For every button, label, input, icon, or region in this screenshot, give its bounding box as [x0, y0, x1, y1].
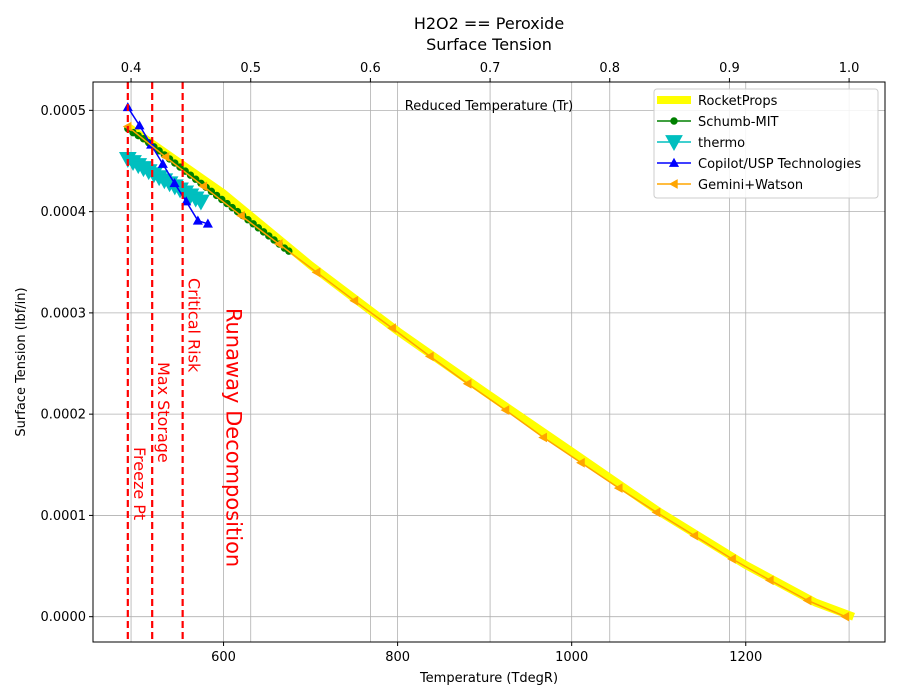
x-tick-label: 800: [385, 650, 410, 665]
y-tick-label: 0.0001: [41, 509, 87, 524]
reference-line-label: Max Storage: [154, 362, 173, 463]
legend-label: thermo: [698, 136, 745, 151]
reference-line-label: Critical Risk: [185, 278, 204, 373]
data-point: [192, 194, 210, 211]
y-tick-label: 0.0004: [41, 205, 87, 220]
legend-swatch-marker: [665, 135, 683, 152]
reference-lines: Freeze Pt Max Storage Critical Risk: [126, 82, 204, 642]
data-point: [462, 378, 472, 389]
y-axis-ticks: 0.0000 0.0001 0.0002 0.0003 0.0004 0.0005: [41, 104, 93, 625]
data-point: [160, 152, 170, 162]
chart-title: H2O2 == Peroxide: [414, 14, 564, 33]
annotations: Runaway Decomposition: [222, 308, 246, 567]
x-tick-label: 1000: [555, 650, 588, 665]
y-tick-label: 0.0003: [41, 306, 87, 321]
x-axis-ticks: 600 800 1000 1200: [211, 642, 762, 665]
data-point: [727, 554, 736, 564]
data-point: [387, 323, 396, 333]
data-point: [202, 218, 213, 228]
series-rocketprops: [125, 123, 855, 621]
top-tick-label: 0.7: [480, 61, 501, 76]
data-point: [840, 611, 850, 622]
legend-label: Copilot/USP Technologies: [698, 157, 861, 172]
y-tick-label: 0.0000: [41, 610, 87, 625]
plot-frame: [92, 81, 886, 643]
grid-lines: [93, 82, 885, 642]
x-axis-label: Temperature (TdegR): [419, 671, 558, 686]
legend-label: Gemini+Watson: [698, 178, 803, 193]
chart-subtitle: Surface Tension: [426, 35, 552, 54]
series-line: [125, 123, 855, 621]
legend-swatch-marker: [668, 157, 680, 167]
top-tick-label: 1.0: [839, 61, 860, 76]
runaway-annotation: Runaway Decomposition: [222, 308, 246, 567]
legend-entry: Schumb-MIT: [657, 115, 779, 130]
data-point: [613, 483, 623, 493]
data-point: [273, 239, 283, 249]
top-tick-label: 0.6: [360, 61, 381, 76]
data-point: [764, 575, 774, 586]
legend-entry: RocketProps: [657, 94, 778, 109]
data-point: [576, 457, 585, 468]
top-tick-label: 0.4: [121, 61, 142, 76]
x-tick-label: 1200: [729, 650, 762, 665]
data-point: [651, 507, 661, 518]
data-point: [169, 178, 180, 188]
legend-label: RocketProps: [698, 94, 778, 109]
data-point: [236, 210, 245, 221]
top-tick-label: 0.8: [599, 61, 620, 76]
data-point: [689, 530, 699, 541]
data-point: [538, 432, 548, 443]
data-point: [424, 351, 434, 362]
top-axis-label: Reduced Temperature (Tr): [405, 99, 573, 114]
series-layer: [118, 102, 855, 622]
data-point: [192, 215, 203, 225]
y-tick-label: 0.0002: [41, 408, 87, 423]
series-gemini-watson: [122, 121, 850, 622]
x-tick-label: 600: [211, 650, 236, 665]
data-point: [181, 196, 192, 206]
top-tick-label: 0.9: [719, 61, 740, 76]
top-tick-label: 0.5: [240, 61, 261, 76]
legend-entry: Gemini+Watson: [657, 178, 803, 193]
data-point: [198, 181, 208, 192]
reference-line-label: Freeze Pt: [130, 447, 149, 520]
legend-entry: thermo: [657, 135, 745, 152]
y-tick-label: 0.0005: [41, 104, 87, 119]
legend-swatch-marker: [670, 117, 678, 125]
top-axis-ticks: 0.4 0.5 0.6 0.7 0.8 0.9 1.0: [121, 61, 860, 82]
data-point: [311, 267, 321, 278]
legend: RocketProps Schumb-MIT thermo Copilot/USP T…: [653, 88, 879, 199]
data-point: [500, 405, 510, 415]
legend-swatch-marker: [668, 179, 678, 189]
data-point: [349, 295, 359, 306]
legend-label: Schumb-MIT: [698, 115, 779, 130]
y-axis-label: Surface Tension (lbf/in): [14, 287, 29, 436]
data-point: [802, 595, 812, 606]
legend-box: [653, 88, 879, 199]
legend-entry: Copilot/USP Technologies: [657, 157, 861, 172]
data-point: [157, 158, 168, 168]
series-line: [127, 126, 846, 618]
data-point: [134, 120, 145, 130]
